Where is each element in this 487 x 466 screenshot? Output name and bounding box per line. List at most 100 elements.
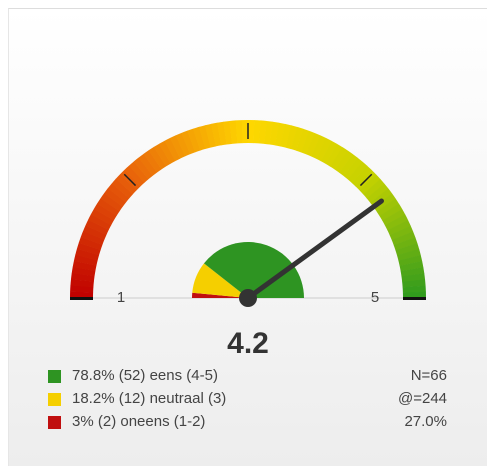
gauge-band — [128, 161, 149, 183]
gauge-band — [204, 123, 217, 148]
gauge-band — [351, 165, 372, 187]
gauge-band — [90, 208, 114, 226]
gauge-band — [192, 126, 206, 151]
legend-label: 3% (2) oneens (1-2) — [72, 413, 205, 430]
needle-hub — [239, 289, 257, 307]
gauge-band — [264, 120, 274, 145]
gauge-band — [382, 209, 406, 226]
tick-label: 1 — [117, 289, 125, 306]
legend-part: neutraal (3) — [150, 390, 227, 407]
gauge-band — [311, 135, 327, 159]
gauge-band — [133, 157, 153, 180]
gauge-band — [376, 198, 400, 217]
gauge-band — [111, 178, 133, 199]
gauge-band — [169, 135, 186, 159]
gauge-band — [399, 260, 424, 272]
gauge-band — [70, 291, 94, 298]
pie-slice — [192, 292, 248, 298]
gauge-band — [164, 137, 181, 162]
gauge-band — [175, 132, 191, 157]
stat-label: N=66 — [411, 367, 447, 384]
legend-swatch — [48, 393, 61, 406]
legend-part: 78.8% — [72, 367, 115, 384]
gauge-band — [339, 153, 358, 177]
gauge-band — [269, 121, 280, 146]
gauge-band — [159, 140, 176, 164]
gauge-band — [384, 214, 409, 231]
gauge-band — [70, 285, 94, 293]
gauge-band — [115, 174, 137, 195]
gauge-band — [229, 120, 238, 144]
gauge-band — [401, 273, 426, 283]
gauge-band — [301, 130, 315, 155]
gauge-band — [366, 183, 389, 203]
gauge-band — [210, 122, 222, 147]
gauge-band — [85, 219, 109, 235]
gauge-band — [295, 128, 310, 153]
gauge-band — [187, 128, 201, 153]
gauge-band — [402, 279, 426, 288]
gauge-band — [343, 157, 363, 180]
gauge-band — [290, 126, 304, 151]
gauge-band — [379, 203, 403, 221]
gauge-band — [248, 120, 255, 144]
legend-part: 18.2% — [72, 390, 115, 407]
legend-part: eens (4-5) — [150, 367, 218, 384]
gauge-band — [387, 219, 411, 236]
gauge-band — [280, 123, 292, 148]
gauge-band — [70, 272, 95, 282]
legend-swatch — [48, 370, 61, 383]
gauge-band — [75, 248, 100, 261]
gauge-band — [373, 193, 396, 212]
legend-part: (52) — [119, 367, 146, 384]
gauge-band — [103, 188, 127, 207]
gauge-band — [402, 291, 426, 299]
gauge-band — [72, 260, 97, 272]
stat-label: @=244 — [398, 390, 447, 407]
gauge-band — [396, 248, 421, 261]
legend-swatch — [48, 416, 61, 429]
minor-tick — [359, 173, 373, 187]
legend-label: 78.8% (52) eens (4-5) — [72, 367, 218, 384]
gauge-band — [274, 122, 286, 147]
gauge-band — [359, 174, 381, 195]
gauge-band — [93, 203, 117, 221]
gauge-band — [315, 138, 332, 162]
gauge-band — [82, 225, 107, 240]
gauge-band — [97, 198, 120, 216]
gauge-band — [100, 193, 123, 212]
gauge-value: 4.2 — [227, 327, 269, 360]
legend-label: 18.2% (12) neutraal (3) — [72, 390, 226, 407]
stat-label: 27.0% — [404, 413, 447, 430]
gauge-band — [143, 150, 162, 173]
gauge-band — [88, 214, 112, 231]
gauge-band — [402, 285, 426, 293]
gauge-band — [320, 140, 338, 164]
legend-part: (2) — [98, 413, 116, 430]
gauge-band — [71, 266, 96, 277]
gauge-band — [253, 120, 261, 144]
gauge-band — [398, 254, 423, 267]
gauge-band — [363, 178, 385, 199]
legend-part: (12) — [119, 390, 146, 407]
gauge-band — [73, 254, 98, 266]
needle — [245, 198, 384, 301]
gauge-band — [138, 153, 158, 176]
gauge-band — [325, 143, 343, 167]
gauge-band — [241, 120, 249, 144]
gauge-band — [285, 125, 298, 150]
gauge-band — [124, 165, 145, 187]
gauge-band — [148, 146, 167, 170]
gauge-band — [330, 147, 348, 170]
gauge-band — [395, 242, 420, 256]
gauge-band — [393, 237, 418, 251]
gauge-band — [391, 231, 416, 246]
gauge-band — [306, 132, 321, 157]
legend-part: 3% — [72, 413, 94, 430]
gauge-band — [223, 120, 233, 145]
gauge-band — [198, 125, 211, 150]
gauge-band — [153, 143, 171, 167]
gauge-band — [107, 183, 130, 203]
